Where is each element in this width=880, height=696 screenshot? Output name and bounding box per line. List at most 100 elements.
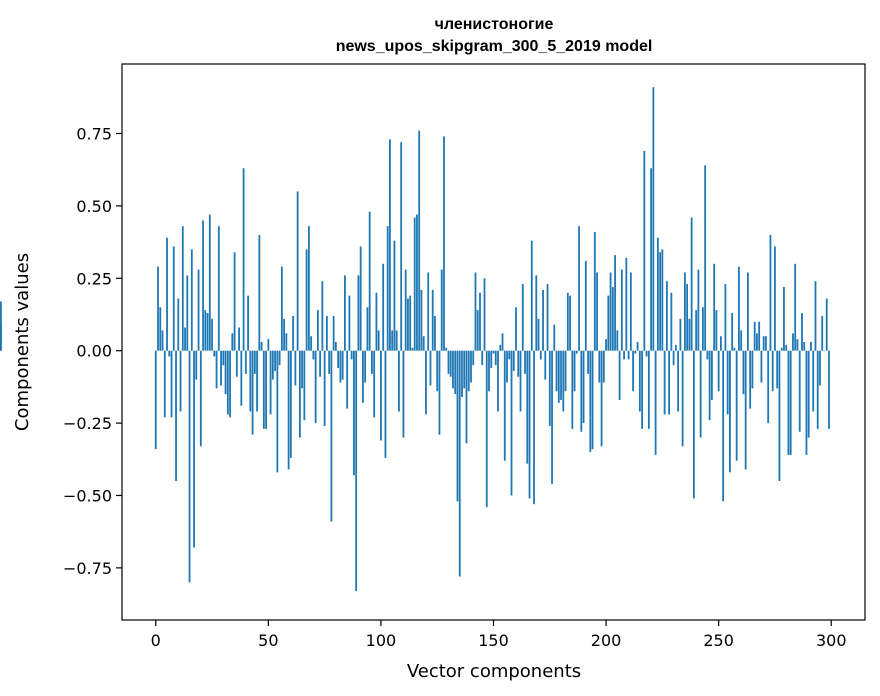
- bar: [289, 350, 292, 458]
- y-axis-label: Components values: [12, 253, 33, 431]
- bar: [537, 318, 540, 351]
- bar: [458, 350, 461, 577]
- bar: [814, 281, 817, 351]
- bars-group: [0, 87, 830, 592]
- bar: [474, 272, 477, 351]
- bar: [443, 136, 445, 351]
- bar: [407, 298, 409, 351]
- bar: [494, 350, 497, 366]
- bar: [515, 307, 517, 351]
- bar: [375, 292, 378, 351]
- y-tick-label: 0.50: [76, 197, 112, 216]
- bar: [553, 324, 556, 351]
- bar: [598, 350, 601, 383]
- bar: [562, 350, 565, 412]
- bar: [625, 258, 628, 351]
- bar: [362, 350, 364, 403]
- bar: [188, 350, 191, 583]
- bar: [382, 263, 385, 351]
- bar: [783, 286, 785, 351]
- bar: [465, 350, 468, 444]
- bar: [688, 318, 691, 351]
- bar: [785, 344, 788, 351]
- y-tick-label: −0.75: [63, 559, 112, 578]
- bar: [170, 350, 173, 418]
- bar: [715, 310, 718, 351]
- bar: [627, 350, 630, 360]
- bar: [812, 350, 815, 412]
- bar: [557, 350, 560, 403]
- bar: [355, 350, 358, 592]
- axes-frame: [121, 63, 866, 621]
- bar: [413, 217, 416, 351]
- bar: [828, 350, 830, 429]
- bar: [742, 350, 745, 395]
- bar: [600, 350, 603, 447]
- bar: [672, 350, 675, 366]
- bar: [701, 307, 704, 351]
- bar: [391, 330, 394, 351]
- bar: [803, 342, 806, 351]
- bar: [645, 350, 648, 357]
- bar: [217, 226, 220, 351]
- bar: [735, 350, 738, 461]
- bar: [402, 350, 405, 438]
- bar: [819, 350, 821, 386]
- bar: [722, 350, 725, 502]
- bar: [821, 315, 824, 351]
- bar: [168, 350, 171, 357]
- bar: [341, 350, 344, 380]
- bar: [344, 275, 346, 351]
- bar: [654, 350, 657, 455]
- bar: [310, 336, 313, 351]
- bar: [566, 292, 569, 351]
- bar: [427, 272, 430, 351]
- bar: [706, 350, 709, 360]
- bar: [260, 342, 263, 351]
- bar: [472, 350, 475, 366]
- bar: [262, 350, 265, 429]
- bar: [656, 237, 659, 351]
- bar: [747, 272, 749, 351]
- bar: [807, 350, 810, 438]
- bar: [573, 350, 576, 392]
- bar: [287, 350, 290, 470]
- bar: [323, 350, 326, 426]
- bar: [546, 284, 549, 351]
- bar: [805, 350, 808, 455]
- bar: [512, 350, 515, 371]
- bar: [280, 266, 283, 351]
- bar: [193, 350, 195, 548]
- bar: [166, 237, 168, 351]
- bar: [521, 284, 524, 351]
- bar: [422, 336, 425, 351]
- bar: [449, 350, 452, 377]
- bar: [767, 350, 770, 424]
- bar: [578, 226, 580, 351]
- bar: [213, 350, 216, 357]
- bar: [298, 350, 301, 438]
- bar: [618, 350, 621, 400]
- bar: [542, 289, 544, 351]
- bar: [292, 315, 295, 351]
- y-tick-label: −0.25: [63, 414, 112, 433]
- bar: [172, 246, 175, 351]
- bar: [499, 344, 502, 351]
- bar: [508, 350, 511, 360]
- bar: [632, 350, 634, 392]
- bar: [575, 350, 578, 354]
- bar: [154, 350, 157, 450]
- bar: [524, 350, 526, 374]
- bar: [285, 333, 288, 351]
- bar: [181, 226, 184, 351]
- bar: [611, 286, 614, 351]
- bar: [738, 266, 740, 351]
- bar: [452, 350, 454, 389]
- bar: [238, 327, 240, 351]
- bar: [411, 347, 414, 351]
- bar: [787, 350, 790, 455]
- bar: [616, 330, 619, 351]
- bar: [668, 350, 671, 415]
- x-tick-label: 50: [258, 631, 278, 650]
